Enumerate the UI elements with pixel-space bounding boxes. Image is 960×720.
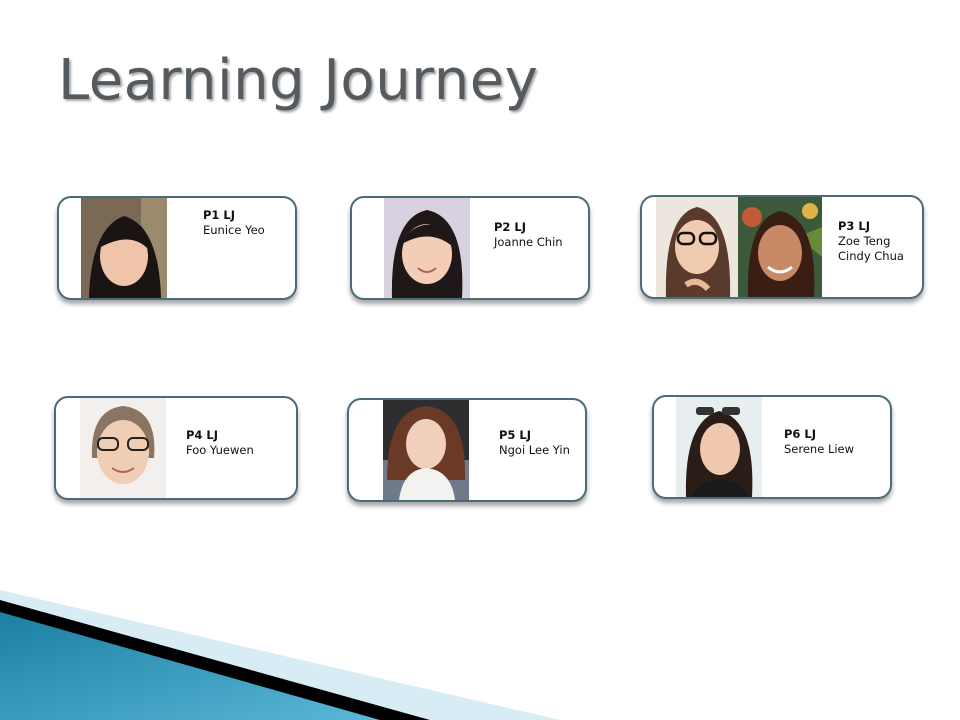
slide-title: Learning Journey (58, 48, 539, 113)
team-card-p3: P3 LJ Zoe Teng Cindy Chua (640, 195, 924, 299)
member-photo (384, 198, 470, 298)
card-code: P4 LJ (186, 428, 219, 442)
member-name: Foo Yuewen (186, 443, 254, 457)
card-code: P6 LJ (784, 427, 817, 441)
member-photo (738, 197, 822, 297)
card-code: P2 LJ (494, 220, 527, 234)
card-code: P3 LJ (838, 219, 871, 233)
card-code: P5 LJ (499, 428, 532, 442)
team-card-p5: P5 LJ Ngoi Lee Yin (347, 398, 587, 502)
member-photo (676, 397, 762, 497)
member-photo (80, 398, 166, 498)
member-name: Eunice Yeo (203, 223, 265, 237)
team-card-p6: P6 LJ Serene Liew (652, 395, 892, 499)
member-photo (383, 400, 469, 500)
team-card-p2: P2 LJ Joanne Chin (350, 196, 590, 300)
team-card-p1: P1 LJ Eunice Yeo (57, 196, 297, 300)
member-name: Cindy Chua (838, 249, 904, 263)
member-name: Serene Liew (784, 442, 855, 456)
member-name: Ngoi Lee Yin (499, 443, 570, 457)
member-photo (81, 198, 167, 298)
member-name: Zoe Teng (838, 234, 891, 248)
decorative-banner (0, 590, 560, 720)
member-name: Joanne Chin (494, 235, 563, 249)
team-card-p4: P4 LJ Foo Yuewen (54, 396, 298, 500)
card-code: P1 LJ (203, 208, 236, 222)
member-photo (656, 197, 738, 297)
